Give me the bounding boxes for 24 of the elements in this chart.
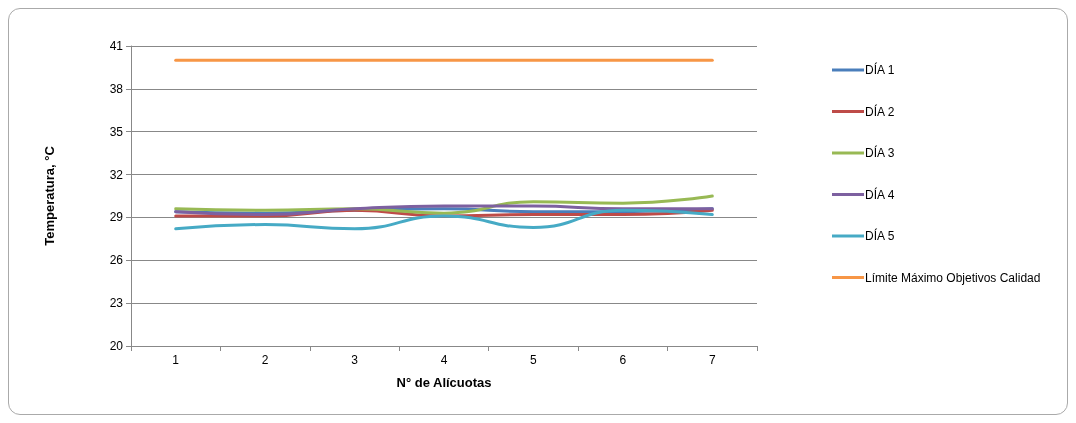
- legend-label: DÍA 1: [865, 62, 895, 77]
- y-tick-label: 23: [109, 296, 124, 311]
- x-tick-label: 7: [708, 353, 716, 367]
- legend-label: DÍA 2: [865, 103, 895, 119]
- y-tick-label: 26: [109, 253, 124, 268]
- legend-label: DÍA 5: [865, 228, 895, 243]
- x-tick-label: 4: [440, 353, 448, 367]
- y-tick-label: 20: [109, 339, 124, 353]
- y-tick-label: 29: [109, 210, 124, 225]
- x-axis-title: N° de Alícuotas: [396, 375, 492, 390]
- y-axis-title: Temperatura, °C: [42, 145, 57, 246]
- x-tick-label: 3: [351, 353, 359, 367]
- x-tick-label: 6: [619, 353, 627, 367]
- legend-label: DÍA 3: [865, 145, 895, 160]
- x-tick-label: 5: [530, 353, 538, 367]
- y-tick-label: 38: [109, 81, 124, 96]
- y-tick-label: 41: [109, 39, 124, 53]
- x-tick-label: 1: [172, 353, 180, 367]
- line-series: [174, 208, 714, 231]
- legend-label: DÍA 4: [865, 186, 895, 202]
- y-tick-label: 35: [109, 124, 124, 139]
- legend-label: Límite Máximo Objetivos Calidad: [865, 270, 1041, 285]
- x-tick-label: 2: [261, 353, 269, 367]
- y-tick-label: 32: [109, 167, 124, 182]
